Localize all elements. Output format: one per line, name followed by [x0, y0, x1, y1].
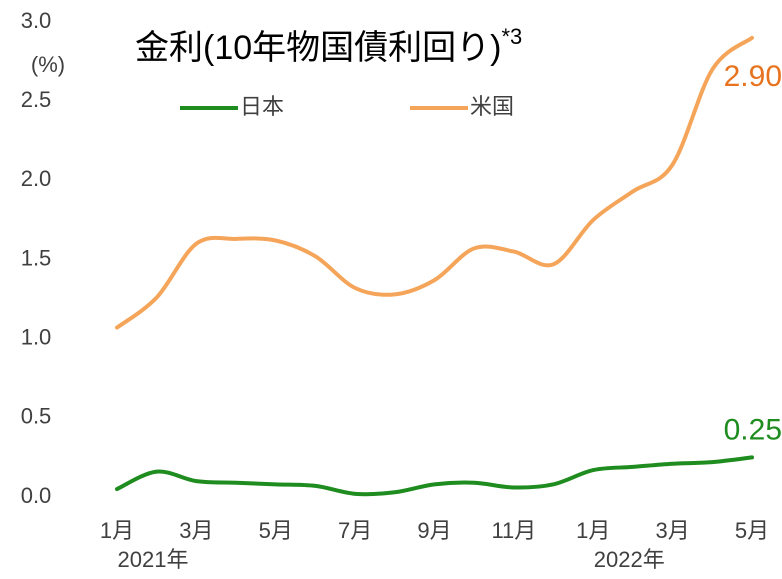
- y-axis-label: (%): [31, 52, 65, 77]
- line-series: [115, 455, 754, 497]
- legend-label: 米国: [470, 94, 514, 119]
- x-tick-label: 1月: [576, 518, 610, 543]
- y-tick-label: 1.0: [21, 324, 52, 349]
- x-tick-label: 3月: [179, 518, 213, 543]
- title-note: *3: [501, 24, 522, 49]
- y-tick-label: 2.0: [21, 166, 52, 191]
- x-tick-label: 3月: [656, 518, 690, 543]
- x-group-label: 2022年: [594, 547, 665, 572]
- x-group-label: 2021年: [118, 547, 189, 572]
- chart-title: 金利(10年物国債利回り)*3: [135, 24, 522, 67]
- x-tick-label: 5月: [735, 518, 769, 543]
- x-tick-label: 7月: [338, 518, 372, 543]
- data-label: 2.90: [724, 60, 782, 93]
- x-tick-label: 11月: [491, 518, 536, 543]
- line-series: [115, 35, 754, 330]
- title-text: 金利(10年物国債利回り): [135, 29, 501, 67]
- data-label: 0.25: [724, 413, 782, 446]
- y-tick-label: 3.0: [21, 8, 52, 33]
- x-tick-label: 5月: [259, 518, 293, 543]
- x-tick-label: 1月: [100, 518, 134, 543]
- legend-label: 日本: [240, 94, 284, 119]
- y-tick-label: 0.0: [21, 483, 52, 508]
- y-tick-label: 1.5: [21, 245, 52, 270]
- y-tick-label: 2.5: [21, 87, 52, 112]
- y-tick-label: 0.5: [21, 404, 52, 429]
- x-tick-label: 9月: [417, 518, 451, 543]
